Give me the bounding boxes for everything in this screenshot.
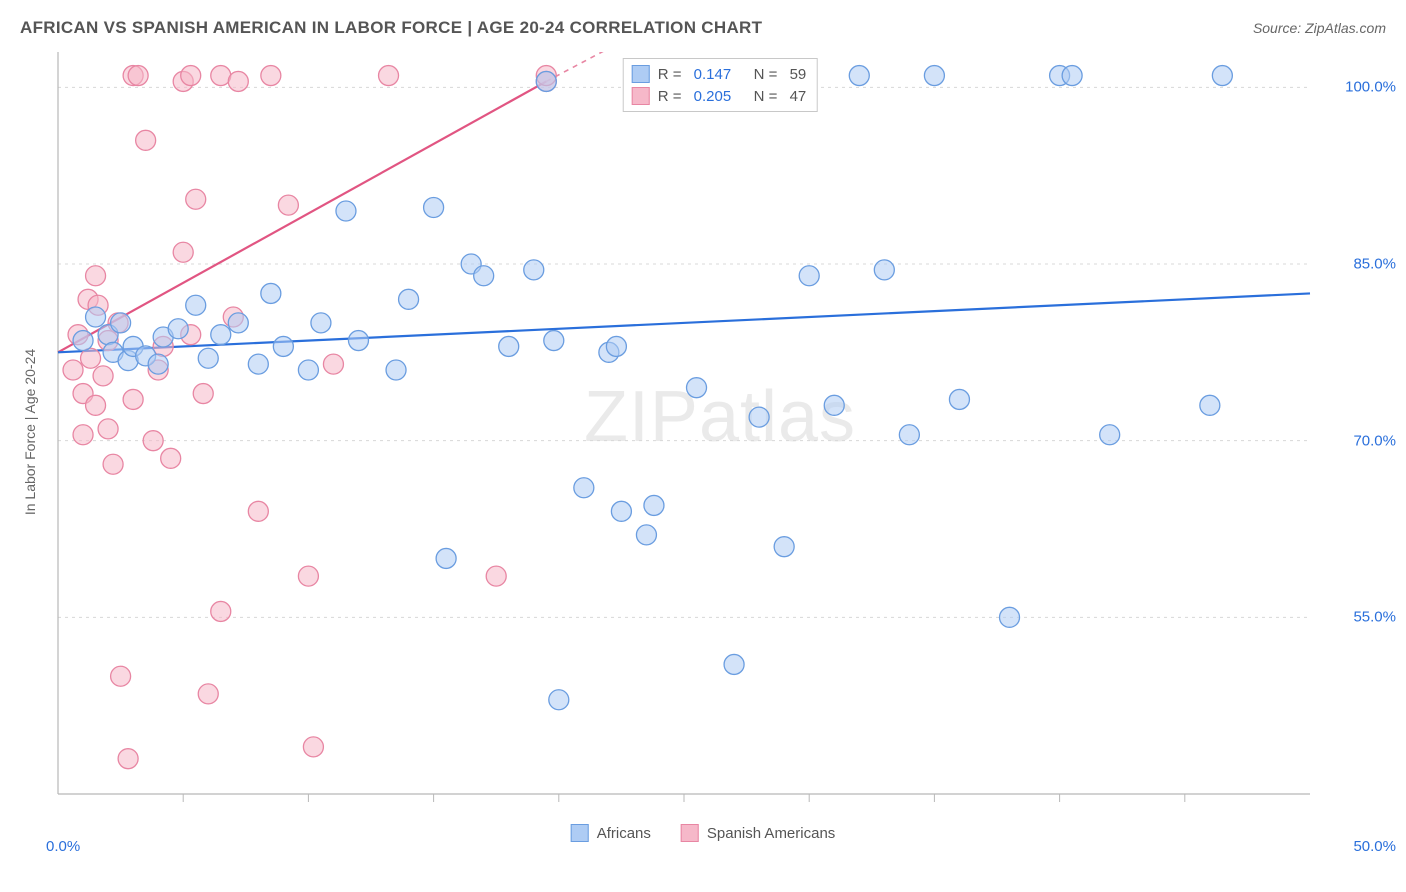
series-legend: Africans Spanish Americans bbox=[571, 824, 836, 842]
swatch-africans-icon bbox=[571, 824, 589, 842]
r-value-spanish: 0.205 bbox=[694, 88, 740, 105]
x-tick-max: 50.0% bbox=[1353, 838, 1396, 855]
legend-row-africans: R = 0.147 N = 59 bbox=[632, 63, 807, 85]
legend-label-africans: Africans bbox=[597, 825, 651, 842]
correlation-legend: R = 0.147 N = 59 R = 0.205 N = 47 bbox=[623, 58, 818, 112]
source-label: Source: ZipAtlas.com bbox=[1253, 20, 1386, 36]
y-axis-label: In Labor Force | Age 20-24 bbox=[22, 349, 38, 515]
r-label: R = bbox=[658, 66, 686, 83]
legend-row-spanish: R = 0.205 N = 47 bbox=[632, 85, 807, 107]
swatch-spanish-icon bbox=[681, 824, 699, 842]
legend-label-spanish: Spanish Americans bbox=[707, 825, 835, 842]
swatch-africans bbox=[632, 65, 650, 83]
y-tick-label: 100.0% bbox=[1326, 79, 1396, 96]
n-value-spanish: 47 bbox=[790, 88, 807, 105]
n-value-africans: 59 bbox=[790, 66, 807, 83]
chart-title: AFRICAN VS SPANISH AMERICAN IN LABOR FOR… bbox=[20, 18, 762, 38]
y-tick-label: 70.0% bbox=[1326, 432, 1396, 449]
scatter-plot bbox=[50, 52, 1390, 812]
x-tick-min: 0.0% bbox=[46, 838, 80, 855]
chart-area: In Labor Force | Age 20-24 ZIPatlas R = … bbox=[50, 52, 1390, 812]
r-value-africans: 0.147 bbox=[694, 66, 740, 83]
legend-item-spanish: Spanish Americans bbox=[681, 824, 835, 842]
n-label: N = bbox=[754, 66, 782, 83]
y-tick-label: 55.0% bbox=[1326, 609, 1396, 626]
r-label: R = bbox=[658, 88, 686, 105]
legend-item-africans: Africans bbox=[571, 824, 651, 842]
swatch-spanish bbox=[632, 87, 650, 105]
y-tick-label: 85.0% bbox=[1326, 256, 1396, 273]
n-label: N = bbox=[754, 88, 782, 105]
